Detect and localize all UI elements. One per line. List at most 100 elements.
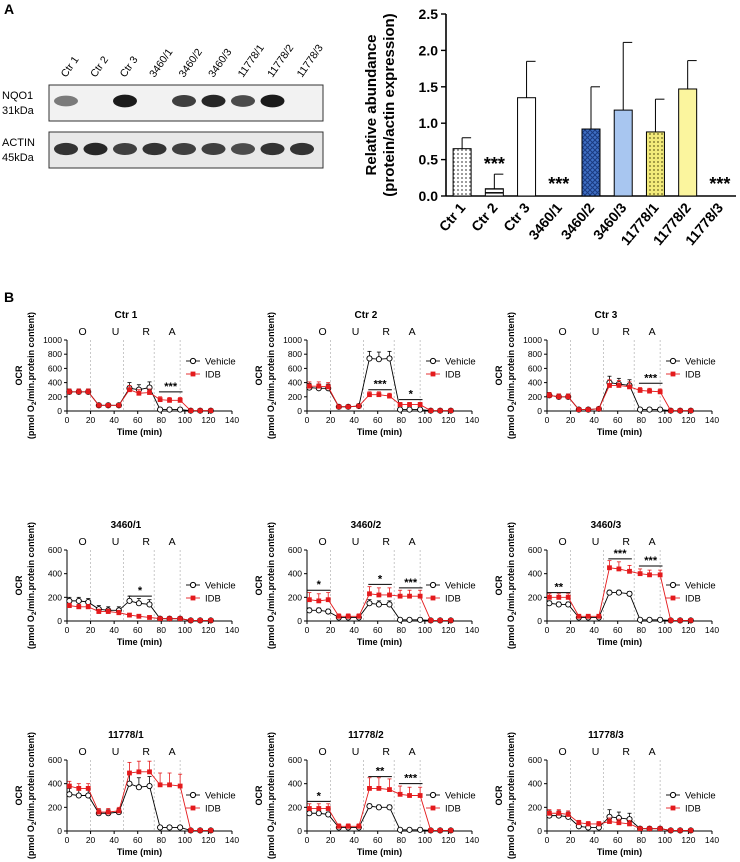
y-tick-label: 2.0 — [419, 42, 439, 58]
data-point-idb — [188, 408, 194, 414]
x-tick-label: 0 — [305, 835, 310, 845]
x-tick-label: 60 — [133, 625, 143, 635]
y-axis-label: (protein/actin expression) — [381, 13, 398, 196]
lane-label: Ctr 3 — [118, 54, 141, 80]
significance-stars: *** — [404, 773, 418, 785]
data-point-vehicle — [325, 811, 332, 818]
data-point-idb — [565, 394, 571, 400]
legend-marker-vehicle — [429, 357, 437, 365]
row-label-actin: ACTIN — [2, 137, 35, 149]
x-tick-label: 40 — [349, 835, 359, 845]
y-tick-label: 600 — [48, 755, 62, 765]
y-axis-label: (pmol O2/min.protein content) — [26, 732, 38, 859]
significance-stars: *** — [614, 548, 628, 560]
y-axis-label: OCR — [14, 365, 24, 386]
data-point-idb — [336, 823, 342, 829]
row-kda-nqo1: 31kDa — [2, 105, 35, 117]
significance-stars: *** — [709, 174, 730, 194]
data-point-idb — [596, 406, 602, 412]
data-point-idb — [356, 823, 362, 829]
x-tick-label: 120 — [681, 415, 695, 425]
data-point-vehicle — [646, 406, 653, 413]
y-axis-label-sub: 2 — [31, 401, 38, 405]
data-point-idb — [556, 594, 562, 600]
injection-label: O — [558, 536, 566, 548]
y-tick-label: 200 — [288, 592, 302, 602]
data-point-idb — [657, 826, 663, 832]
data-point-vehicle — [375, 601, 382, 608]
bar — [645, 131, 665, 197]
lane-label: 3460/1 — [147, 46, 175, 79]
data-point-vehicle — [366, 803, 373, 810]
bar — [517, 97, 537, 197]
x-tick-label: 60 — [373, 625, 383, 635]
data-point-idb — [627, 568, 632, 574]
injection-label: O — [78, 326, 86, 338]
data-point-idb — [688, 408, 694, 414]
data-point-idb — [556, 810, 562, 816]
y-axis-label-part: /min.protein content) — [506, 522, 516, 612]
x-tick-label: 140 — [705, 625, 719, 635]
y-tick-label: 1000 — [43, 335, 62, 345]
data-point-idb — [345, 404, 351, 410]
x-tick-label: 60 — [133, 415, 143, 425]
data-point-idb — [325, 384, 331, 390]
y-tick-label: 600 — [48, 545, 62, 555]
legend-label-idb: IDB — [205, 370, 221, 381]
x-tick-label: 20 — [566, 415, 576, 425]
data-point-idb — [208, 828, 214, 833]
injection-label: O — [318, 326, 326, 338]
injection-label: O — [558, 746, 566, 758]
data-point-idb — [356, 613, 362, 619]
y-tick-label: 600 — [528, 545, 542, 555]
data-point-idb — [157, 616, 163, 622]
data-point-vehicle — [406, 826, 413, 833]
data-point-vehicle — [85, 599, 92, 606]
x-tick-label: 100 — [658, 415, 672, 425]
injection-label: U — [352, 326, 360, 338]
data-point-idb — [85, 604, 91, 610]
x-tick-label: 40 — [109, 415, 119, 425]
data-point-idb — [688, 618, 694, 623]
y-axis-label: OCR — [254, 785, 264, 806]
x-axis-label: Time (min) — [597, 847, 642, 857]
data-point-idb — [397, 791, 403, 797]
data-point-vehicle — [637, 406, 644, 413]
band-actin — [201, 143, 226, 155]
injection-label: A — [649, 536, 656, 548]
y-tick-label: 0 — [57, 406, 62, 416]
lane-label: 11778/2 — [265, 42, 296, 79]
x-tick-label: 60 — [613, 415, 623, 425]
data-point-vehicle — [417, 406, 424, 413]
x-tick-label: 60 — [613, 625, 623, 635]
x-axis-label: Time (min) — [597, 427, 642, 437]
data-point-idb — [428, 408, 434, 414]
y-axis-label-sub: 2 — [511, 401, 518, 405]
data-point-vehicle — [157, 824, 164, 831]
injection-label: U — [112, 536, 120, 548]
data-point-idb — [127, 770, 132, 776]
abundance-bar-chart: 0.0 0.5 1.0 1.5 2.0 2.5 Relative abundance (pro… — [363, 6, 736, 248]
data-point-idb — [448, 408, 454, 414]
legend-label-vehicle: Vehicle — [445, 357, 476, 368]
data-point-idb — [565, 812, 571, 817]
injection-label: A — [409, 536, 416, 548]
data-point-idb — [356, 403, 362, 409]
data-point-idb — [127, 612, 132, 618]
data-point-vehicle — [315, 810, 322, 817]
y-tick-label: 400 — [288, 378, 302, 388]
injection-label: R — [622, 536, 630, 548]
data-point-idb — [637, 571, 643, 577]
y-axis-label-part: (pmol O — [506, 405, 516, 439]
band-nqo1 — [113, 94, 137, 108]
y-tick-label: 800 — [48, 349, 62, 359]
y-tick-label: 200 — [528, 392, 542, 402]
y-tick-label: 400 — [48, 569, 62, 579]
x-tick-label: 100 — [658, 625, 672, 635]
data-point-idb — [637, 826, 643, 832]
y-tick-label: 400 — [528, 378, 542, 388]
y-axis-label: (pmol O2/min.protein content) — [506, 522, 518, 649]
data-point-idb — [376, 392, 382, 398]
y-axis-label-part: /min.protein content) — [26, 522, 36, 612]
band-actin — [290, 142, 314, 156]
